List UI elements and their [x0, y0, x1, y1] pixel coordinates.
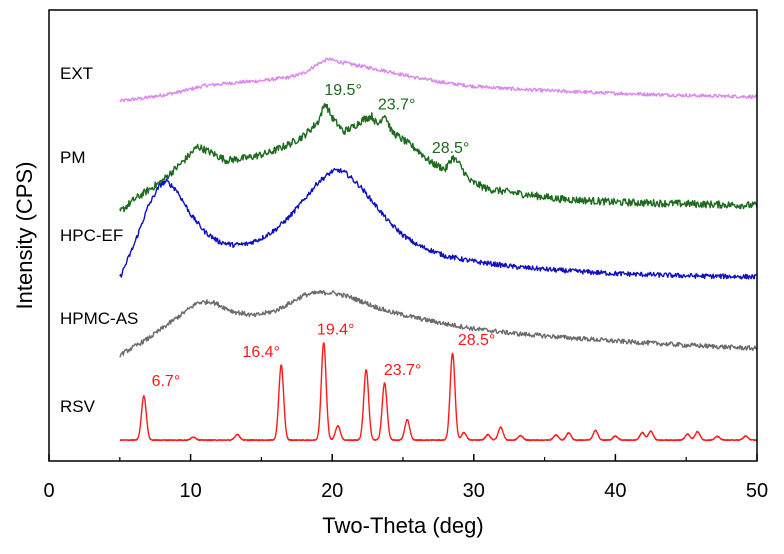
series-layer — [119, 57, 758, 442]
peak-label-rsv: 23.7° — [384, 362, 422, 379]
series-line-ext — [119, 57, 758, 103]
series-line-hpc-ef — [119, 167, 758, 280]
x-tick-label: 50 — [746, 480, 768, 502]
x-tick-label: 40 — [604, 480, 626, 502]
peak-label-rsv: 28.5° — [458, 332, 496, 349]
series-label-ext: EXT — [60, 64, 93, 83]
x-tick-label: 30 — [463, 480, 485, 502]
peak-label-pm: 23.7° — [378, 97, 416, 114]
series-label-rsv: RSV — [60, 397, 96, 416]
peak-annotations: 19.5° 23.7° 28.5° 6.7° 16.4° 19.4° 23.7° 28.5° — [152, 82, 496, 390]
peak-label-pm: 19.5° — [324, 82, 362, 99]
series-label-hpc-ef: HPC-EF — [60, 226, 123, 245]
x-tick-label: 20 — [321, 480, 343, 502]
peak-label-rsv: 16.4° — [242, 344, 280, 361]
y-axis-title: Intensity (CPS) — [12, 162, 37, 310]
series-label-hpmc-as: HPMC-AS — [60, 309, 138, 328]
peak-label-rsv: 6.7° — [152, 373, 181, 390]
x-tick-label: 0 — [43, 480, 54, 502]
series-labels: EXT PM HPC-EF HPMC-AS RSV — [60, 64, 138, 416]
peak-label-rsv: 19.4° — [317, 322, 355, 339]
x-axis-ticks: 0 10 20 30 40 50 — [43, 454, 768, 502]
series-line-hpmc-as — [119, 289, 758, 358]
series-line-rsv — [119, 342, 758, 442]
series-label-pm: PM — [60, 148, 86, 167]
series-line-pm — [119, 103, 758, 213]
x-axis-title: Two-Theta (deg) — [322, 513, 483, 538]
x-tick-label: 10 — [179, 480, 201, 502]
peak-label-pm: 28.5° — [432, 140, 470, 157]
